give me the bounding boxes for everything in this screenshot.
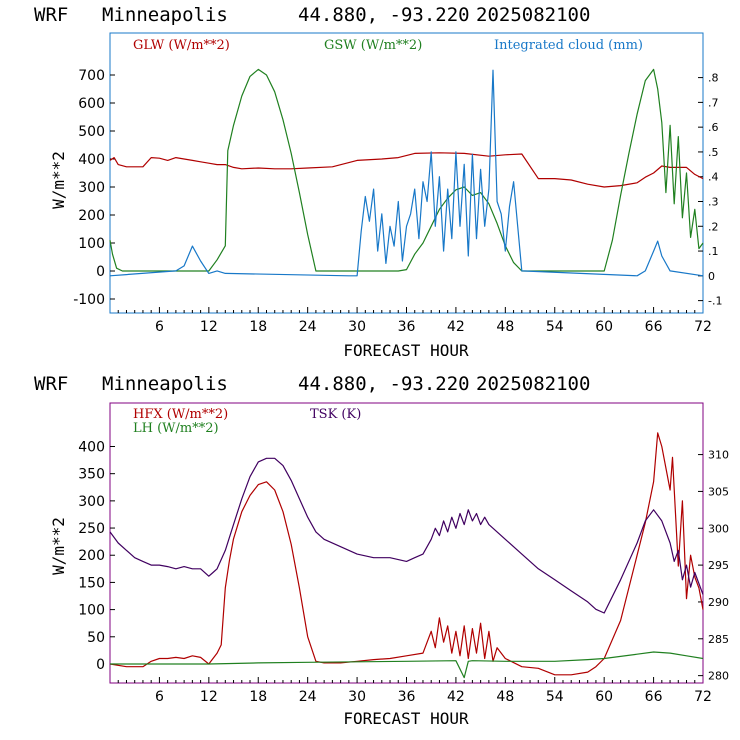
bottom-x-axis-label: FORECAST HOUR bbox=[343, 709, 469, 728]
y-tick-label: -100 bbox=[73, 292, 105, 308]
x-tick-label: 60 bbox=[595, 689, 613, 705]
bottom-y-ticks: 0 50 100 150 200 250 300 350 400 bbox=[78, 439, 115, 673]
y-tick-label: 200 bbox=[78, 548, 105, 564]
y2-tick-label: .6 bbox=[708, 121, 719, 134]
y-tick-label: 200 bbox=[78, 208, 105, 224]
bottom-header-model: WRF bbox=[34, 373, 68, 395]
top-x-axis-label: FORECAST HOUR bbox=[343, 341, 469, 360]
x-tick-label: 66 bbox=[645, 689, 663, 705]
top-legend-gsw: GSW (W/m**2) bbox=[324, 38, 422, 53]
y2-tick-label: 295 bbox=[708, 559, 729, 572]
top-header-location: Minneapolis bbox=[102, 4, 228, 26]
y-tick-label: 100 bbox=[78, 236, 105, 252]
y2-tick-label: -.1 bbox=[708, 295, 722, 308]
y-tick-label: 300 bbox=[78, 180, 105, 196]
y-tick-label: 300 bbox=[78, 494, 105, 510]
top-y-ticks: -100 0 100 200 300 400 500 600 700 bbox=[73, 68, 115, 308]
y-tick-label: 0 bbox=[96, 657, 105, 673]
y-tick-label: 700 bbox=[78, 68, 105, 84]
x-tick-label: 24 bbox=[299, 319, 317, 335]
x-tick-label: 48 bbox=[496, 689, 514, 705]
top-header-init: 2025082100 bbox=[476, 4, 590, 26]
x-tick-label: 42 bbox=[447, 319, 465, 335]
y2-tick-label: 310 bbox=[708, 449, 729, 462]
x-tick-label: 30 bbox=[348, 689, 366, 705]
series-line-0 bbox=[109, 432, 704, 676]
y2-tick-label: .4 bbox=[708, 171, 719, 184]
x-tick-label: 24 bbox=[299, 689, 317, 705]
x-tick-label: 54 bbox=[546, 319, 564, 335]
x-tick-label: 6 bbox=[155, 319, 164, 335]
y2-tick-label: .8 bbox=[708, 72, 719, 85]
y2-tick-label: .7 bbox=[708, 96, 719, 109]
x-tick-label: 6 bbox=[155, 689, 164, 705]
top-header-model: WRF bbox=[34, 4, 68, 26]
series-line-2 bbox=[109, 69, 704, 277]
top-panel: WRF Minneapolis 44.880, -93.220 20250821… bbox=[34, 4, 722, 360]
bottom-series-lines bbox=[109, 432, 704, 679]
top-series-lines bbox=[109, 68, 704, 277]
y2-tick-label: 280 bbox=[708, 670, 729, 683]
bottom-panel: WRF Minneapolis 44.880, -93.220 20250821… bbox=[34, 373, 729, 728]
y2-tick-label: .3 bbox=[708, 195, 719, 208]
y2-tick-label: 300 bbox=[708, 522, 729, 535]
series-line-1 bbox=[109, 457, 704, 614]
x-tick-label: 36 bbox=[398, 319, 416, 335]
x-tick-label: 66 bbox=[645, 319, 663, 335]
bottom-header-init: 2025082100 bbox=[476, 373, 590, 395]
y2-tick-label: 0 bbox=[708, 270, 715, 283]
x-tick-label: 12 bbox=[200, 319, 218, 335]
y-tick-label: 400 bbox=[78, 439, 105, 455]
top-y-axis-label: W/m**2 bbox=[49, 151, 68, 209]
bottom-plot-frame bbox=[109, 402, 704, 684]
y-tick-label: 500 bbox=[78, 124, 105, 140]
x-tick-label: 48 bbox=[496, 319, 514, 335]
x-tick-label: 18 bbox=[249, 319, 267, 335]
y-tick-label: 600 bbox=[78, 96, 105, 112]
x-tick-label: 36 bbox=[398, 689, 416, 705]
x-tick-label: 18 bbox=[249, 689, 267, 705]
series-line-2 bbox=[110, 651, 704, 679]
top-header-coords: 44.880, -93.220 bbox=[298, 4, 470, 26]
top-legend-glw: GLW (W/m**2) bbox=[133, 38, 230, 53]
bottom-legend-tsk: TSK (K) bbox=[310, 407, 361, 422]
bottom-header-location: Minneapolis bbox=[102, 373, 228, 395]
bottom-legend-hfx: HFX (W/m**2) bbox=[133, 407, 228, 422]
top-legend-cloud: Integrated cloud (mm) bbox=[494, 38, 643, 53]
top-y2-ticks: -.1 0 .1 .2 .3 .4 .5 .6 .7 .8 bbox=[698, 72, 722, 308]
top-x-ticks: 6 12 18 24 30 36 42 48 54 60 66 72 bbox=[117, 307, 712, 335]
bottom-y-axis-label: W/m**2 bbox=[49, 517, 68, 575]
x-tick-label: 60 bbox=[595, 319, 613, 335]
bottom-legend-lh: LH (W/m**2) bbox=[133, 421, 219, 436]
series-line-0 bbox=[109, 152, 704, 188]
x-tick-label: 72 bbox=[694, 319, 712, 335]
y-tick-label: 150 bbox=[78, 575, 105, 591]
x-tick-label: 72 bbox=[694, 689, 712, 705]
y2-tick-label: .5 bbox=[708, 146, 719, 159]
x-tick-label: 30 bbox=[348, 319, 366, 335]
bottom-x-ticks: 6 12 18 24 30 36 42 48 54 60 66 72 bbox=[117, 677, 712, 705]
y-tick-label: 400 bbox=[78, 152, 105, 168]
x-tick-label: 12 bbox=[200, 689, 218, 705]
series-line-1 bbox=[109, 68, 704, 272]
y-tick-label: 350 bbox=[78, 467, 105, 483]
y-tick-label: 0 bbox=[96, 264, 105, 280]
y-tick-label: 250 bbox=[78, 521, 105, 537]
y-tick-label: 100 bbox=[78, 603, 105, 619]
y2-tick-label: 305 bbox=[708, 485, 729, 498]
y2-tick-label: 285 bbox=[708, 633, 729, 646]
x-tick-label: 54 bbox=[546, 689, 564, 705]
y2-tick-label: 290 bbox=[708, 596, 729, 609]
bottom-y2-ticks: 280 285 290 295 300 305 310 bbox=[698, 449, 729, 683]
bottom-header-coords: 44.880, -93.220 bbox=[298, 373, 470, 395]
y2-tick-label: .1 bbox=[708, 245, 719, 258]
x-tick-label: 42 bbox=[447, 689, 465, 705]
y2-tick-label: .2 bbox=[708, 220, 719, 233]
y-tick-label: 50 bbox=[87, 630, 105, 646]
